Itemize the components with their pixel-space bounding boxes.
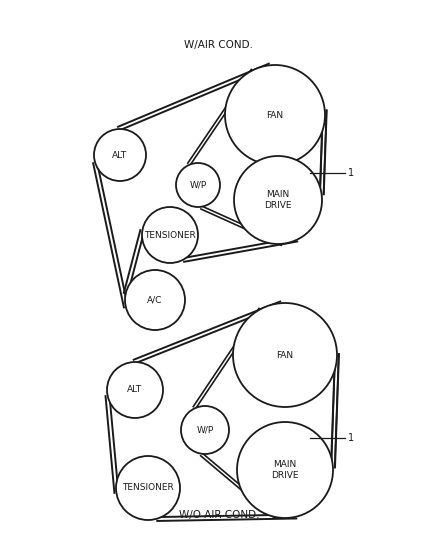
Circle shape [116,456,180,520]
Circle shape [233,303,337,407]
Text: ALT: ALT [113,150,127,159]
Text: MAIN
DRIVE: MAIN DRIVE [264,190,292,210]
Circle shape [142,207,198,263]
Text: TENSIONER: TENSIONER [122,483,174,492]
Circle shape [181,406,229,454]
Text: W/O AIR COND.: W/O AIR COND. [179,510,259,520]
Circle shape [237,422,333,518]
Text: W/P: W/P [196,425,214,434]
Text: FAN: FAN [276,351,293,359]
Text: 1: 1 [348,433,354,443]
Circle shape [125,270,185,330]
Circle shape [176,163,220,207]
Text: TENSIONER: TENSIONER [144,230,196,239]
Text: A/C: A/C [147,295,162,304]
Text: ALT: ALT [127,385,143,394]
Circle shape [234,156,322,244]
Text: FAN: FAN [266,110,283,119]
Circle shape [94,129,146,181]
Text: 1: 1 [348,168,354,178]
Text: W/AIR COND.: W/AIR COND. [184,40,254,50]
Text: W/P: W/P [189,181,207,190]
Text: MAIN
DRIVE: MAIN DRIVE [271,460,299,480]
Circle shape [107,362,163,418]
Circle shape [225,65,325,165]
